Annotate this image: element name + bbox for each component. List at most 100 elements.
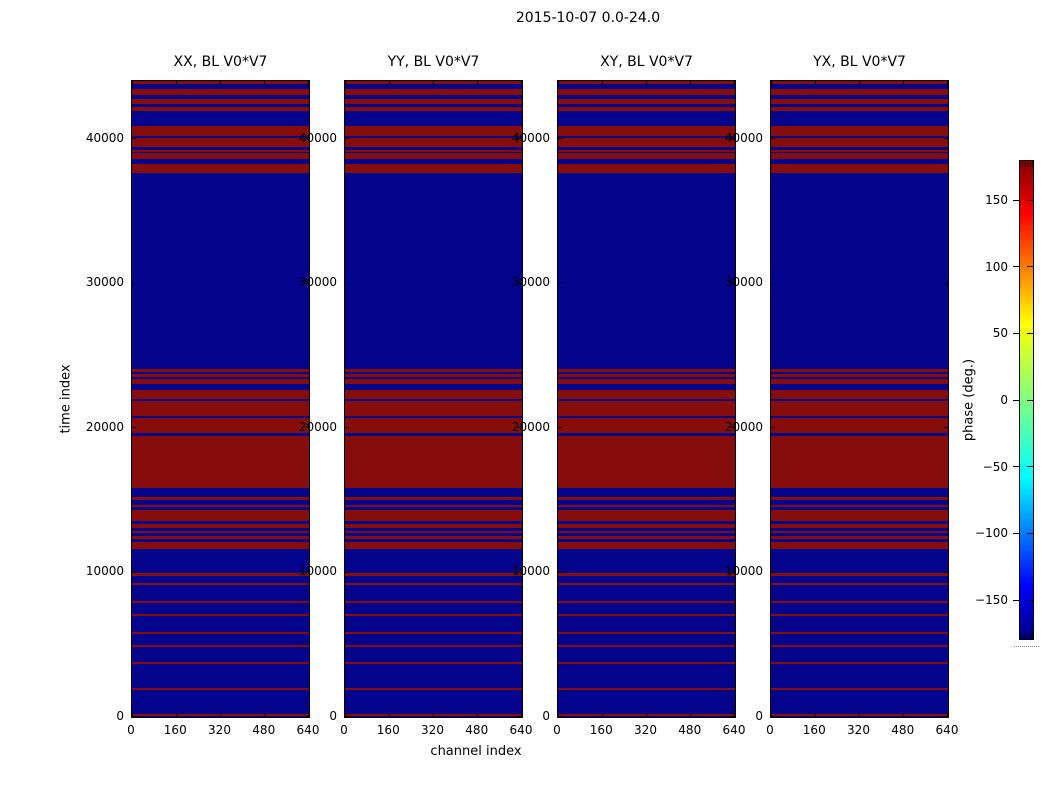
x-tick-mark [345, 713, 346, 717]
colorbar-end-tick [1032, 633, 1034, 638]
colorbar-tick-mark [1013, 199, 1019, 201]
phase-band [771, 369, 948, 373]
phase-band [771, 98, 948, 104]
x-tick-mark [947, 713, 948, 717]
x-tick-mark [132, 81, 133, 85]
phase-band [345, 583, 522, 586]
x-tick-mark [903, 713, 905, 717]
phase-band [558, 163, 735, 173]
x-tick-label: 640 [509, 723, 533, 737]
phase-band [345, 401, 522, 416]
phase-band [132, 417, 309, 433]
y-tick-mark [305, 427, 309, 429]
x-tick-label: 640 [296, 723, 320, 737]
x-tick-label: 480 [465, 723, 489, 737]
colorbar-tick-label: 150 [985, 193, 1008, 207]
phase-band [345, 573, 522, 576]
y-tick-label: 10000 [298, 564, 337, 579]
x-tick-mark [433, 713, 434, 717]
x-tick-mark [433, 81, 434, 85]
phase-band [132, 98, 309, 104]
phase-band [132, 88, 309, 96]
colorbar-end-tick [1029, 162, 1031, 167]
phase-band [132, 632, 309, 635]
phase-band [345, 435, 522, 488]
x-tick-label: 480 [678, 723, 702, 737]
colorbar-end-tick [1027, 162, 1029, 167]
heatmap-plot [344, 80, 523, 718]
panel-title: XX, BL V0*V7 [173, 54, 268, 70]
x-tick-mark [690, 81, 692, 85]
x-tick-mark [601, 713, 603, 717]
phase-band [771, 530, 948, 533]
x-tick-mark [477, 713, 479, 717]
y-tick-mark [518, 282, 522, 284]
y-tick-label: 20000 [511, 419, 550, 434]
phase-band [558, 401, 735, 416]
y-tick-label: 10000 [85, 564, 124, 579]
y-tick-mark [345, 716, 349, 717]
heatmap-plot [557, 80, 736, 718]
x-tick-mark [175, 81, 177, 85]
phase-band [558, 535, 735, 539]
phase-band [558, 374, 735, 378]
phase-band [345, 88, 522, 96]
phase-band [345, 541, 522, 550]
y-tick-mark [518, 716, 522, 717]
colorbar-end-tick [1027, 633, 1029, 638]
phase-band [771, 106, 948, 111]
phase-band [132, 530, 309, 533]
figure-title: 2015-10-07 0.0-24.0 [515, 10, 661, 26]
phase-band [771, 125, 948, 136]
colorbar-end-tick [1032, 162, 1034, 167]
phase-band [558, 504, 735, 507]
phase-band [345, 662, 522, 665]
y-tick-mark [305, 282, 309, 284]
y-tick-mark [558, 571, 562, 573]
y-tick-label: 30000 [724, 275, 763, 290]
phase-band [558, 88, 735, 96]
y-tick-mark [558, 138, 562, 140]
phase-band [771, 583, 948, 586]
y-tick-mark [944, 282, 948, 284]
phase-band [771, 390, 948, 399]
phase-band [558, 496, 735, 500]
phase-band [558, 137, 735, 147]
y-tick-label: 0 [755, 709, 763, 723]
heatmap-plot [770, 80, 949, 718]
x-tick-mark [646, 713, 647, 717]
colorbar-tick-label: 100 [985, 259, 1008, 274]
phase-band [771, 137, 948, 147]
phase-band [132, 149, 309, 152]
x-axis-label: channel index [430, 744, 522, 759]
x-tick-label: 320 [634, 723, 657, 737]
phase-band [771, 401, 948, 416]
phase-band [132, 509, 309, 521]
phase-band [771, 435, 948, 488]
x-tick-label: 0 [553, 723, 561, 737]
y-tick-mark [132, 138, 136, 140]
y-tick-label: 0 [116, 709, 124, 723]
colorbar-dotted-line [1014, 646, 1039, 647]
phase-band [132, 137, 309, 147]
x-tick-mark [903, 81, 905, 85]
x-tick-mark [690, 713, 692, 717]
y-tick-label: 40000 [298, 130, 337, 145]
phase-band [771, 379, 948, 385]
phase-band [558, 583, 735, 586]
phase-band [558, 152, 735, 159]
y-tick-mark [345, 138, 349, 140]
colorbar-tick-mark [1027, 599, 1033, 601]
phase-band [132, 614, 309, 617]
phase-band [345, 417, 522, 433]
x-tick-label: 640 [935, 723, 959, 737]
phase-band [558, 662, 735, 665]
colorbar-end-tick [1024, 633, 1026, 638]
phase-band [132, 504, 309, 507]
phase-band [558, 541, 735, 550]
y-tick-label: 0 [329, 709, 337, 723]
y-tick-mark [345, 282, 349, 284]
y-tick-label: 10000 [724, 564, 763, 579]
x-tick-label: 0 [766, 723, 774, 737]
colorbar-tick-mark [1027, 199, 1033, 201]
